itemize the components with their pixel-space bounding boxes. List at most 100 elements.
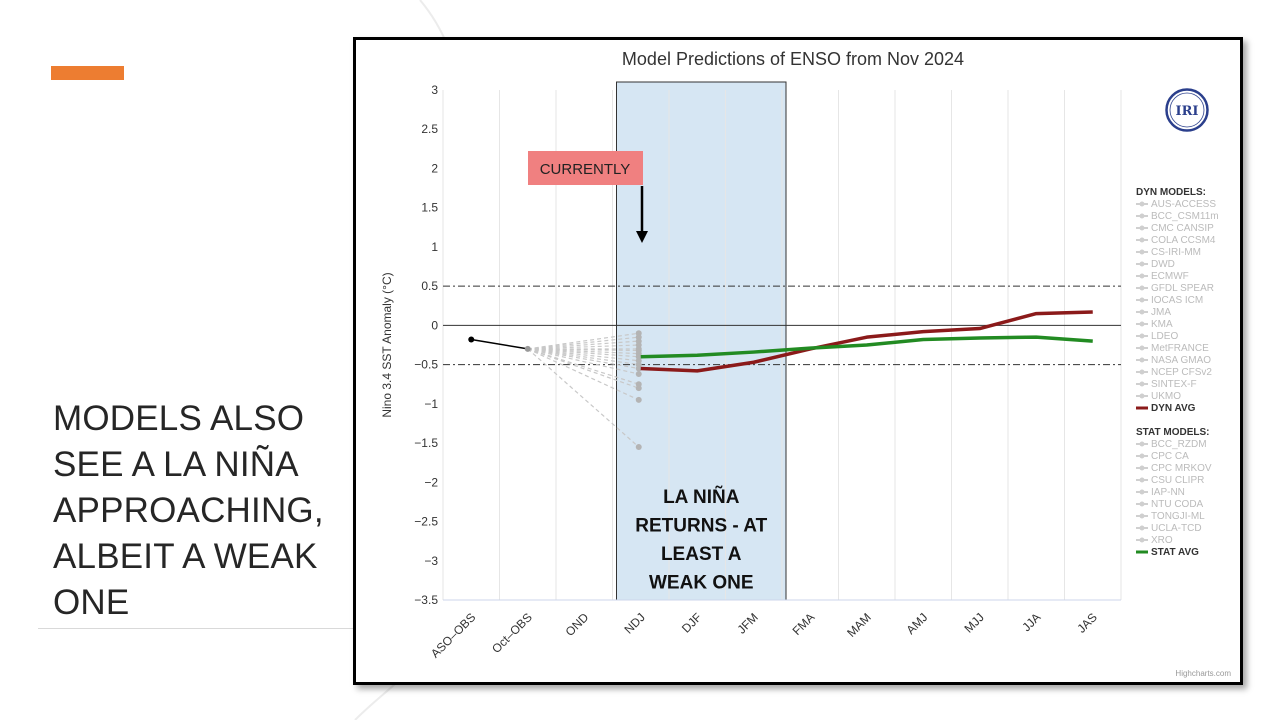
chart-credit: Highcharts.com <box>1175 669 1231 678</box>
iri-logo-text: IRI <box>1176 104 1199 119</box>
iri-logo-icon: IRI <box>1165 88 1209 132</box>
y-axis-label: Nino 3.4 SST Anomaly (°C) <box>380 272 394 417</box>
y-tick-label: −3 <box>424 554 438 568</box>
legend-model-marker <box>1139 225 1145 231</box>
y-tick-label: −2 <box>424 475 438 489</box>
legend-model-marker <box>1139 261 1145 267</box>
legend-model-marker <box>1139 201 1145 207</box>
legend-stat-model: CSU CLIPR <box>1151 475 1204 486</box>
legend-stat-avg-label: STAT AVG <box>1151 547 1199 558</box>
highlight-label-line: RETURNS - AT <box>635 516 767 537</box>
accent-bar <box>51 66 124 80</box>
enso-chart: 3 2.5 2 1.5 1 0.5 0 −0.5 −1 −1.5 −2 −2.5 −3 −3.5 ASO–O… <box>380 49 1231 678</box>
legend-model-marker <box>1139 333 1145 339</box>
x-tick-label: Oct–OBS <box>489 610 535 656</box>
x-tick-label: MJJ <box>961 610 986 635</box>
legend-model-marker <box>1139 369 1145 375</box>
model-plume-line <box>527 344 639 350</box>
model-plume-point <box>635 444 642 450</box>
legend-dyn-model: CS-IRI-MM <box>1151 247 1201 258</box>
model-plume-point <box>635 396 642 403</box>
x-tick-label: OND <box>563 610 592 639</box>
legend-model-marker <box>1139 273 1145 279</box>
model-plume-line <box>527 348 639 355</box>
model-plume-point <box>635 385 642 392</box>
legend-model-marker <box>1139 285 1145 291</box>
legend-stat-header: STAT MODELS: <box>1136 427 1210 438</box>
title-divider <box>38 628 358 629</box>
legend-model-marker <box>1139 237 1145 243</box>
model-plume-line <box>527 348 640 448</box>
legend-dyn-model: UKMO <box>1151 391 1181 402</box>
currently-callout-text: CURRENTLY <box>540 161 631 178</box>
x-tick-label: DJF <box>679 610 704 635</box>
model-plume-line <box>527 348 639 358</box>
legend-model-marker <box>1139 321 1145 327</box>
observed-point <box>524 345 531 352</box>
model-plume-point <box>635 365 642 372</box>
x-tick-label: MAM <box>844 610 874 640</box>
legend-dyn-model: NCEP CFSv2 <box>1151 367 1212 378</box>
y-tick-label: 0.5 <box>421 279 438 293</box>
legend-model-marker <box>1139 489 1145 495</box>
y-tick-label: −3.5 <box>414 593 438 607</box>
legend-stat-model: CPC MRKOV <box>1151 463 1212 474</box>
legend-model-marker <box>1139 477 1145 483</box>
y-tick-label: −2.5 <box>414 515 438 529</box>
y-tick-label: 2.5 <box>421 122 438 136</box>
legend-dyn-model: MetFRANCE <box>1151 343 1209 354</box>
observed-line <box>471 338 528 350</box>
x-tick-label: AMJ <box>904 610 931 637</box>
legend-dyn-model: SINTEX-F <box>1151 379 1197 390</box>
legend-dyn-header: DYN MODELS: <box>1136 187 1206 198</box>
x-tick-label: ASO–OBS <box>428 610 478 660</box>
legend-dyn-model: COLA CCSM4 <box>1151 235 1216 246</box>
legend-model-marker <box>1139 513 1145 519</box>
highlight-label-line: WEAK ONE <box>649 573 754 594</box>
model-plume-line <box>527 348 639 389</box>
legend-dyn-model: ECMWF <box>1151 271 1189 282</box>
legend-model-marker <box>1139 525 1145 531</box>
legend-model-marker <box>1139 381 1145 387</box>
legend-model-marker <box>1139 345 1145 351</box>
model-plume-line <box>527 348 639 362</box>
currently-arrow-head <box>636 231 648 243</box>
model-plume-line <box>527 336 639 350</box>
legend-dyn-model: KMA <box>1151 319 1173 330</box>
legend-model-marker <box>1139 501 1145 507</box>
highlight-label-line: LEAST A <box>661 544 742 565</box>
legend-dyn-model: CMC CANSIP <box>1151 223 1214 234</box>
x-tick-label: JFM <box>734 610 760 636</box>
highlight-label: LA NIÑA RETURNS - AT LEAST A WEAK ONE <box>635 486 767 594</box>
legend-stat-model: XRO <box>1151 535 1173 546</box>
legend-dyn-model: BCC_CSM11m <box>1151 211 1219 222</box>
legend-stat-model: UCLA-TCD <box>1151 523 1202 534</box>
legend-model-marker <box>1139 357 1145 363</box>
legend-dyn-model: LDEO <box>1151 331 1178 342</box>
model-plume-line <box>527 348 639 352</box>
x-tick-label: JAS <box>1074 610 1099 635</box>
model-plume-line <box>527 332 639 350</box>
currently-callout-box <box>528 151 643 185</box>
model-plume-line <box>527 340 639 350</box>
observed-point <box>468 336 475 343</box>
slide-title: MODELS ALSO SEE A LA NIÑA APPROACHING, A… <box>53 399 324 622</box>
legend-stat-model: IAP-NN <box>1151 487 1185 498</box>
legend-dyn-avg-label: DYN AVG <box>1151 403 1196 414</box>
model-plume-point <box>635 371 642 378</box>
y-tick-label: 2 <box>431 161 438 175</box>
series-line-stat-avg <box>640 335 1093 359</box>
legend-model-marker <box>1139 213 1145 219</box>
y-tick-label: 3 <box>431 83 438 97</box>
x-tick-label: NDJ <box>621 610 647 636</box>
y-tick-label: −1.5 <box>414 436 438 450</box>
model-plume-line <box>527 348 639 366</box>
legend-model-marker <box>1139 249 1145 255</box>
y-tick-label: 0 <box>431 318 438 332</box>
legend-stat-model: BCC_RZDM <box>1151 439 1207 450</box>
model-plume-line <box>527 348 639 385</box>
legend-stat-model: CPC CA <box>1151 451 1189 462</box>
x-tick-label: FMA <box>790 610 818 638</box>
legend-dyn-model: AUS-ACCESS <box>1151 199 1216 210</box>
y-tick-label: −1 <box>424 397 438 411</box>
